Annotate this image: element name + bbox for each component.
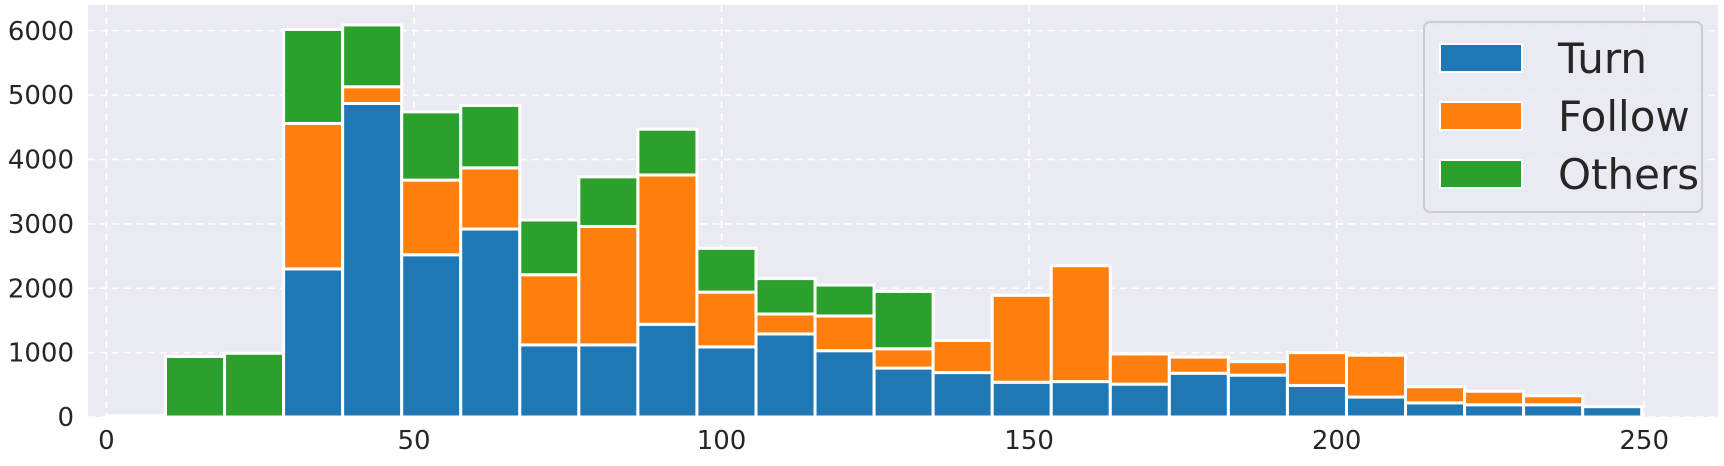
legend-label-follow: Follow [1558, 92, 1690, 141]
bar-follow-19 [1226, 360, 1289, 377]
bar-others-8 [577, 175, 640, 228]
bar-follow-22 [1404, 385, 1467, 405]
legend-swatch-turn [1439, 43, 1523, 73]
bar-others-11 [754, 277, 817, 316]
x-tick-label-0: 0 [98, 426, 115, 456]
bar-follow-3 [282, 121, 345, 271]
y-tick-label-5: 5000 [8, 81, 74, 111]
bar-others-4 [341, 23, 404, 89]
bar-turn-15 [990, 380, 1053, 419]
bar-turn-23 [1463, 403, 1526, 419]
bar-turn-11 [754, 332, 817, 419]
bar-follow-14 [931, 338, 994, 375]
bar-others-2 [223, 351, 286, 419]
bar-turn-4 [341, 101, 404, 419]
bar-others-5 [400, 110, 463, 182]
bar-follow-13 [872, 347, 935, 370]
y-tick-label-6: 6000 [8, 17, 74, 47]
legend-swatch-follow [1439, 101, 1523, 131]
y-tick-label-0: 0 [57, 403, 74, 433]
y-axis-ticks: 0 1000 2000 3000 4000 5000 6000 [8, 17, 74, 433]
bar-turn-3 [282, 267, 345, 419]
bar-others-1 [164, 354, 227, 419]
bar-follow-6 [459, 166, 522, 231]
bar-follow-4 [341, 85, 404, 105]
bar-turn-22 [1404, 401, 1467, 419]
bar-others-10 [695, 246, 758, 294]
legend-swatch-others [1439, 159, 1523, 189]
bar-others-7 [518, 218, 581, 277]
y-tick-label-4: 4000 [8, 146, 74, 176]
bar-turn-16 [1049, 380, 1112, 419]
bar-turn-7 [518, 343, 581, 419]
bar-turn-6 [459, 227, 522, 419]
bar-follow-7 [518, 273, 581, 347]
bar-turn-8 [577, 343, 640, 419]
bar-turn-17 [1108, 382, 1171, 419]
bar-follow-23 [1463, 389, 1526, 407]
legend: Turn Follow Others [1423, 21, 1703, 213]
bar-follow-11 [754, 312, 817, 336]
bar-follow-20 [1285, 351, 1348, 387]
legend-label-others: Others [1558, 150, 1699, 199]
bar-follow-17 [1108, 352, 1171, 386]
bar-turn-21 [1344, 395, 1408, 419]
bar-turn-0 [104, 414, 168, 419]
bar-turn-9 [636, 322, 699, 419]
bars [104, 23, 1644, 419]
x-tick-label-3: 150 [1004, 426, 1054, 456]
bar-follow-10 [695, 290, 758, 349]
x-tick-label-4: 200 [1312, 426, 1362, 456]
x-tick-label-2: 100 [697, 426, 747, 456]
bar-turn-12 [813, 349, 876, 419]
x-axis-ticks: 0 50 100 150 200 250 [98, 426, 1669, 456]
legend-label-turn: Turn [1557, 34, 1647, 83]
bar-others-13 [872, 289, 935, 351]
bar-follow-8 [577, 224, 640, 347]
bar-turn-20 [1285, 383, 1348, 419]
bar-follow-12 [813, 314, 876, 353]
bar-turn-5 [400, 253, 463, 419]
bar-others-3 [282, 27, 345, 125]
bar-turn-18 [1167, 371, 1230, 419]
bar-turn-10 [695, 345, 758, 419]
bar-turn-14 [931, 371, 994, 419]
bar-others-12 [813, 283, 876, 318]
bar-follow-9 [636, 173, 699, 326]
bar-follow-15 [990, 293, 1053, 384]
bar-turn-24 [1522, 403, 1585, 419]
x-tick-label-1: 50 [397, 426, 430, 456]
bar-others-6 [459, 103, 522, 170]
bar-follow-16 [1049, 264, 1112, 384]
bar-turn-13 [872, 366, 935, 419]
y-tick-label-3: 3000 [8, 210, 74, 240]
bar-follow-5 [400, 178, 463, 257]
bar-turn-25 [1581, 405, 1644, 419]
bar-others-9 [636, 127, 699, 177]
bar-turn-19 [1226, 373, 1289, 419]
y-tick-label-1: 1000 [8, 339, 74, 369]
bar-follow-21 [1344, 353, 1408, 399]
bar-follow-18 [1167, 355, 1230, 375]
y-tick-label-2: 2000 [8, 274, 74, 304]
bar-follow-24 [1522, 394, 1585, 407]
x-tick-label-5: 250 [1619, 426, 1669, 456]
